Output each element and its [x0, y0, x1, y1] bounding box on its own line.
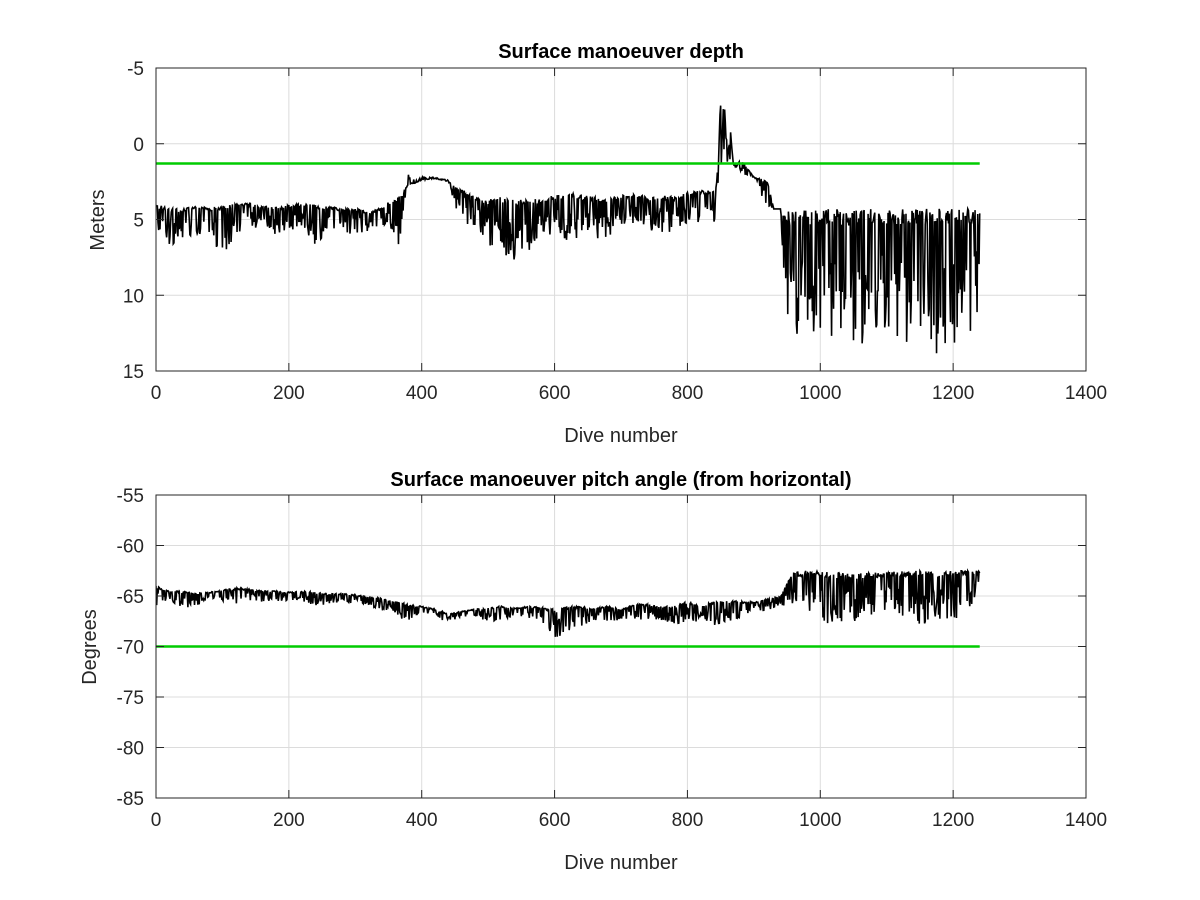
- pitch-y-tick-label: -65: [117, 587, 144, 608]
- pitch-data-series-line: [156, 568, 981, 637]
- pitch-x-tick-label: 600: [539, 810, 571, 831]
- pitch-panel: Surface manoeuver pitch angle (from hori…: [79, 469, 1107, 874]
- depth-data-series-line: [156, 105, 981, 354]
- depth-y-axis-label: Meters: [87, 189, 109, 250]
- depth-x-tick-label: 600: [539, 383, 571, 404]
- pitch-x-tick-label: 200: [273, 810, 305, 831]
- depth-y-tick-label: -5: [127, 59, 144, 80]
- pitch-chart-title: Surface manoeuver pitch angle (from hori…: [390, 469, 851, 491]
- pitch-x-axis-label: Dive number: [564, 852, 678, 874]
- depth-x-tick-label: 1400: [1065, 383, 1107, 404]
- depth-chart-title: Surface manoeuver depth: [498, 41, 744, 63]
- pitch-y-tick-label: -70: [117, 638, 144, 659]
- depth-x-tick-label: 0: [151, 383, 162, 404]
- pitch-x-tick-label: 800: [672, 810, 704, 831]
- pitch-x-tick-label: 1000: [799, 810, 841, 831]
- pitch-y-tick-label: -60: [117, 537, 144, 558]
- pitch-x-tick-label: 1200: [932, 810, 974, 831]
- pitch-x-tick-label: 400: [406, 810, 438, 831]
- depth-y-tick-label: 10: [123, 286, 144, 307]
- depth-x-axis-label: Dive number: [564, 425, 678, 447]
- pitch-x-tick-label: 1400: [1065, 810, 1107, 831]
- depth-y-tick-label: 15: [123, 362, 144, 383]
- depth-x-tick-label: 400: [406, 383, 438, 404]
- depth-y-tick-label: 5: [133, 211, 144, 232]
- depth-panel: Surface manoeuver depth 0 200 400 600 800 100…: [87, 41, 1107, 447]
- depth-series-layer: [156, 105, 981, 354]
- pitch-y-axis-label: Degrees: [79, 609, 101, 685]
- pitch-plot-area: 0 200 400 600 800 1000 1200 1400 -85 -80 -75 -70 -65…: [117, 486, 1108, 831]
- pitch-y-tick-label: -80: [117, 739, 144, 760]
- depth-plot-area: 0 200 400 600 800 1000 1200 1400 -5 0 5 10 15: [123, 59, 1107, 404]
- pitch-y-tick-label: -55: [117, 486, 144, 507]
- depth-x-tick-label: 1000: [799, 383, 841, 404]
- depth-x-tick-label: 800: [672, 383, 704, 404]
- depth-y-tick-label: 0: [133, 135, 144, 156]
- depth-x-tick-label: 200: [273, 383, 305, 404]
- pitch-y-tick-label: -75: [117, 688, 144, 709]
- depth-x-tick-label: 1200: [932, 383, 974, 404]
- pitch-y-tick-label: -85: [117, 789, 144, 810]
- pitch-series-layer: [156, 568, 981, 648]
- pitch-x-tick-label: 0: [151, 810, 162, 831]
